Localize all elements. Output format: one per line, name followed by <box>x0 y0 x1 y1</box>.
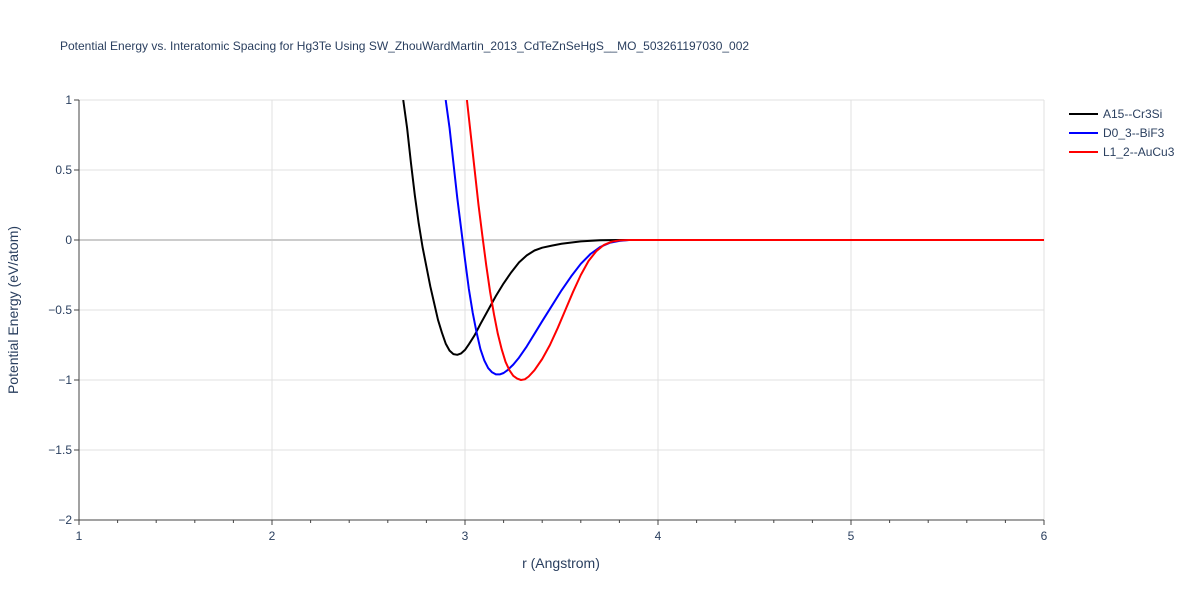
grid <box>79 99 1045 521</box>
y-tick-label: −1 <box>58 373 72 387</box>
y-tick-label: −0.5 <box>48 303 72 317</box>
legend[interactable]: A15--Cr3Si D0_3--BiF3 L1_2--AuCu3 <box>1069 107 1175 159</box>
y-tick-label: −2 <box>58 513 72 527</box>
chart-title: Potential Energy vs. Interatomic Spacing… <box>60 39 749 53</box>
y-axis-title: Potential Energy (eV/atom) <box>5 226 21 394</box>
y-tick-label: 1 <box>65 93 72 107</box>
x-tick-label: 5 <box>848 529 855 543</box>
series-layer <box>402 100 1044 381</box>
y-tick-label: 0 <box>65 233 72 247</box>
legend-label: D0_3--BiF3 <box>1103 126 1165 140</box>
y-tick-label: −1.5 <box>48 443 72 457</box>
legend-label: A15--Cr3Si <box>1103 107 1162 121</box>
x-tick-label: 1 <box>76 529 83 543</box>
legend-item[interactable]: A15--Cr3Si <box>1069 107 1162 121</box>
x-tick-label: 4 <box>655 529 662 543</box>
series-line-0 <box>402 100 1044 356</box>
series-line-2 <box>465 100 1044 381</box>
legend-item[interactable]: D0_3--BiF3 <box>1069 126 1165 140</box>
legend-label: L1_2--AuCu3 <box>1103 145 1175 159</box>
x-tick-label: 2 <box>269 529 276 543</box>
series-line-1 <box>444 100 1044 376</box>
x-tick-label: 6 <box>1041 529 1048 543</box>
axes: 1 2 3 4 5 6 −2 −1.5 −1 −0.5 0 0.5 1 <box>48 93 1047 543</box>
legend-item[interactable]: L1_2--AuCu3 <box>1069 145 1175 159</box>
x-tick-label: 3 <box>462 529 469 543</box>
y-tick-label: 0.5 <box>55 163 72 177</box>
x-axis-title: r (Angstrom) <box>522 555 600 571</box>
